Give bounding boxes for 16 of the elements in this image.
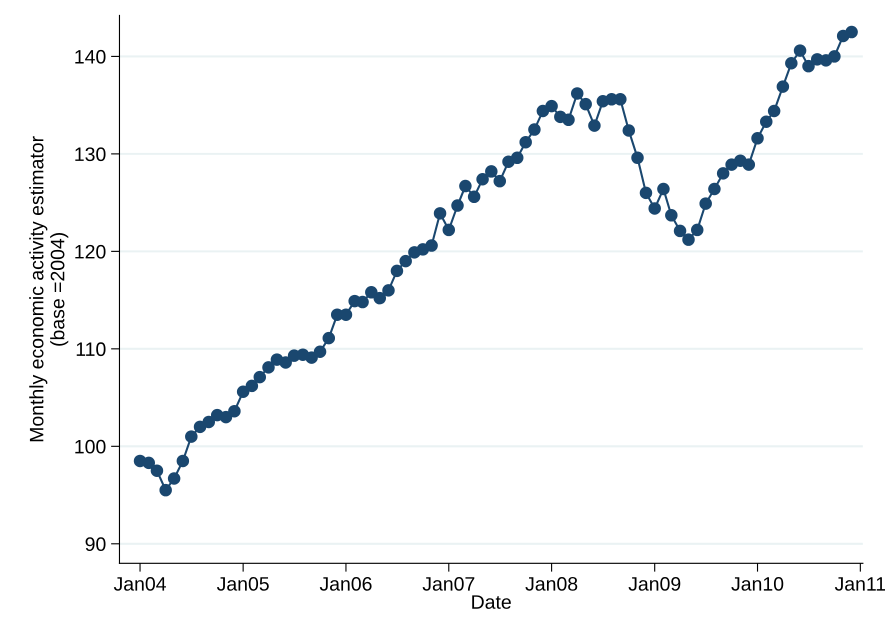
x-tick-label: Jan09 bbox=[628, 577, 680, 591]
y-tick-label: 90 bbox=[86, 537, 106, 552]
x-tick-label: Jan11 bbox=[834, 577, 885, 591]
y-tick-label: 100 bbox=[75, 440, 106, 454]
x-tick-label: Jan07 bbox=[422, 577, 474, 591]
x-tick-label: Jan06 bbox=[320, 577, 372, 591]
y-tick-label: 140 bbox=[75, 50, 106, 64]
x-tick-label: Jan04 bbox=[114, 577, 166, 591]
y-tick-label: 130 bbox=[75, 147, 106, 162]
x-tick-label: Jan05 bbox=[216, 577, 269, 591]
x-axis-title: Date bbox=[472, 595, 511, 609]
x-tick-label: Jan10 bbox=[731, 577, 784, 591]
x-tick-label: Jan08 bbox=[525, 577, 578, 591]
y-tick-label: 110 bbox=[76, 342, 106, 356]
y-tick-label: 120 bbox=[75, 244, 106, 259]
y-axis-title: Monthly economic activity estimator (base =2004) bbox=[29, 136, 68, 442]
